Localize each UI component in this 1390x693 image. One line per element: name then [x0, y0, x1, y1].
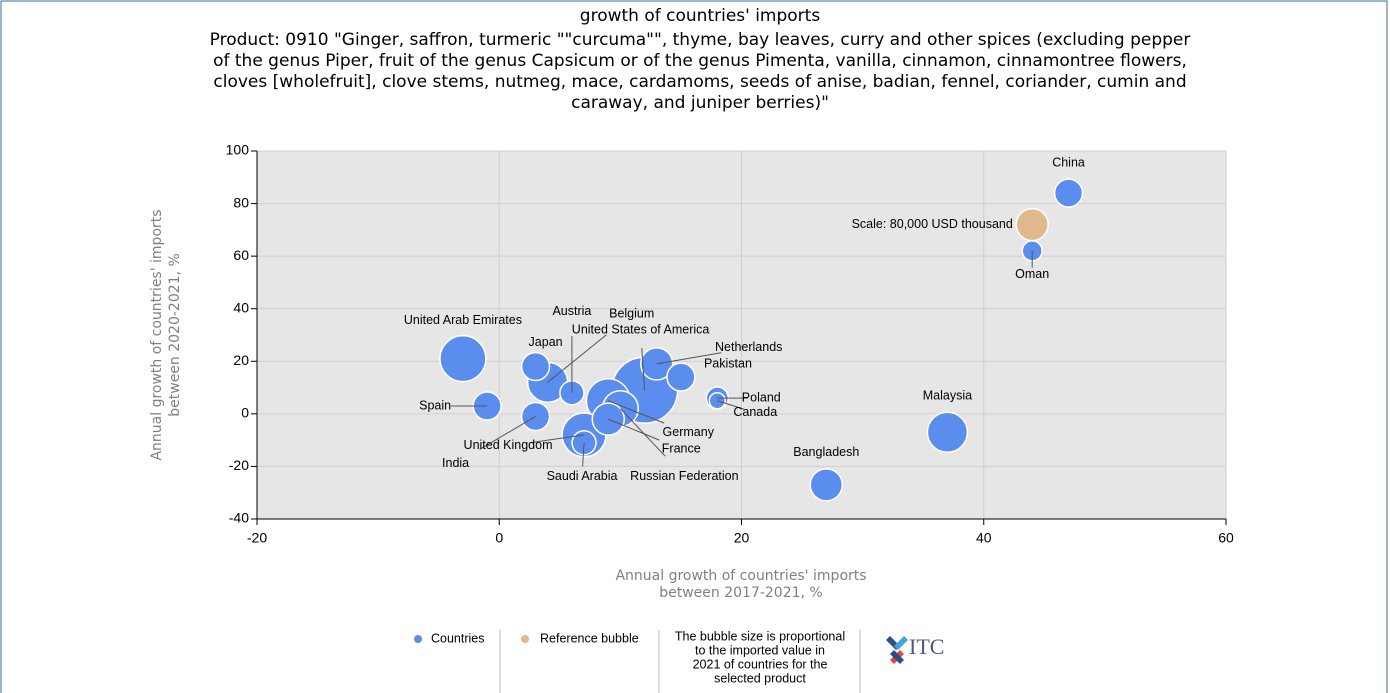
data-label: Japan: [529, 335, 563, 349]
chart-title: growth of countries' imports: [580, 6, 821, 26]
data-label: Malaysia: [923, 389, 972, 403]
logo-text: ITC: [909, 634, 944, 659]
legend-swatch: [414, 635, 422, 643]
y-tick-label: 20: [233, 352, 249, 368]
leader-line: [656, 352, 722, 365]
data-label: China: [1052, 155, 1085, 169]
data-label: Belgium: [609, 307, 654, 321]
data-label: Austria: [552, 304, 591, 318]
data-label: Pakistan: [704, 356, 752, 370]
data-label: Germany: [663, 425, 715, 439]
bubble: [1053, 178, 1084, 208]
data-label: Netherlands: [715, 340, 782, 354]
note: to the imported value in: [695, 643, 825, 657]
x-tick-label: 20: [734, 530, 750, 546]
subtitle: of the genus Piper, fruit of the genus C…: [213, 51, 1187, 71]
subtitle: caraway, and juniper berries)": [571, 93, 829, 113]
legend-label: Reference bubble: [540, 631, 639, 645]
x-tick-label: 0: [495, 530, 503, 546]
bubble: [439, 334, 487, 383]
logo-icon: [886, 636, 908, 664]
data-label: Bangladesh: [793, 445, 859, 459]
y-axis-label: between 2020-2021, %: [167, 253, 183, 417]
y-tick-label: -20: [229, 457, 249, 473]
bubble: [666, 362, 696, 392]
x-axis-label: Annual growth of countries' imports: [615, 568, 866, 584]
x-tick-label: 60: [1218, 530, 1234, 546]
data-label: Poland: [742, 390, 781, 404]
legend-label: Countries: [431, 631, 485, 645]
leader-line: [530, 434, 585, 444]
data-label: Spain: [419, 398, 451, 412]
legend-swatch: [521, 635, 529, 643]
data-label: Russian Federation: [630, 469, 738, 483]
data-label: Canada: [733, 405, 777, 419]
data-label: United States of America: [572, 322, 710, 336]
data-label: India: [442, 456, 469, 470]
y-tick-label: 0: [241, 405, 249, 421]
leader-line: [479, 416, 536, 450]
y-tick-label: -40: [229, 510, 249, 526]
leader-line: [620, 408, 666, 457]
x-tick-label: 40: [976, 530, 992, 546]
note: 2021 of countries for the: [693, 657, 828, 671]
leader-line: [547, 334, 607, 383]
bubble: [1015, 207, 1049, 242]
bubble: [520, 351, 551, 382]
subtitle: Product: 0910 "Ginger, saffron, turmeric…: [210, 30, 1191, 50]
x-tick-label: -20: [247, 530, 267, 546]
y-tick-label: 60: [233, 247, 249, 263]
x-axis-label: between 2017-2021, %: [659, 585, 823, 601]
y-axis-label: Annual growth of countries' imports: [149, 209, 165, 460]
data-label: United Kingdom: [464, 438, 553, 452]
legend: Countries Reference bubble The bubble si…: [414, 629, 944, 693]
y-tick-label: 100: [226, 142, 250, 158]
data-label: France: [662, 441, 701, 455]
data-label: United Arab Emirates: [404, 313, 522, 327]
leader-line: [717, 400, 745, 410]
note: The bubble size is proportional: [675, 629, 845, 643]
bubble: [926, 411, 969, 454]
y-tick-label: 40: [233, 299, 249, 315]
data-label: Oman: [1015, 267, 1049, 281]
leader-line: [641, 348, 646, 391]
leader-line: [608, 418, 660, 441]
note: selected product: [714, 671, 806, 685]
y-tick-label: 80: [233, 194, 249, 210]
leader-line: [582, 442, 585, 467]
leader-line: [608, 400, 665, 424]
data-label: Saudi Arabia: [547, 469, 618, 483]
data-label: Scale: 80,000 USD thousand: [852, 217, 1013, 231]
subtitle: cloves [wholefruit], clove stems, nutmeg…: [213, 72, 1186, 92]
bubble: [809, 468, 844, 502]
